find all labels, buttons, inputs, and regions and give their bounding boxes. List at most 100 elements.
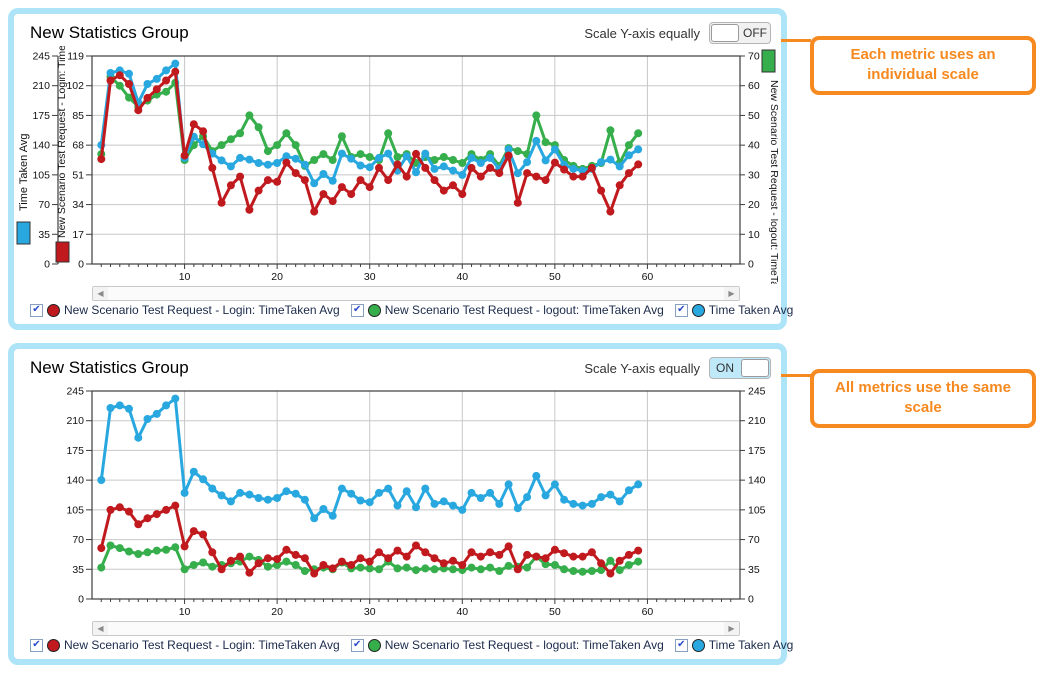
- legend: ✔ New Scenario Test Request - Login: Tim…: [14, 638, 781, 652]
- checkmark-icon: ✔: [677, 305, 685, 315]
- svg-text:50: 50: [549, 271, 561, 283]
- svg-text:New Scenario Test Request - Lo: New Scenario Test Request - Login: Time: [56, 46, 68, 238]
- stats-panel-bottom: New Statistics Group Scale Y-axis equall…: [8, 343, 787, 665]
- svg-text:50: 50: [549, 606, 561, 618]
- scroll-left-icon[interactable]: ◀: [93, 622, 108, 635]
- legend-label: New Scenario Test Request - Login: TimeT…: [64, 303, 340, 317]
- svg-text:210: 210: [748, 415, 766, 427]
- panel-header: New Statistics Group Scale Y-axis equall…: [14, 349, 781, 379]
- svg-text:70: 70: [38, 199, 50, 211]
- svg-text:140: 140: [32, 140, 50, 152]
- toggle-knob: [711, 24, 739, 42]
- svg-text:70: 70: [748, 534, 760, 546]
- toggle-knob: [741, 359, 769, 377]
- svg-text:70: 70: [72, 534, 84, 546]
- legend-item-login: ✔ New Scenario Test Request - Login: Tim…: [30, 638, 340, 652]
- svg-text:60: 60: [642, 606, 654, 618]
- svg-text:68: 68: [72, 140, 84, 152]
- page-title: New Statistics Group: [30, 23, 189, 43]
- svg-text:34: 34: [72, 199, 84, 211]
- svg-text:140: 140: [748, 475, 766, 487]
- scale-y-axis-toggle[interactable]: OFF: [709, 22, 771, 44]
- svg-text:51: 51: [72, 169, 84, 181]
- svg-text:175: 175: [748, 445, 766, 457]
- svg-text:60: 60: [748, 80, 760, 92]
- svg-text:140: 140: [66, 475, 84, 487]
- series-color-dot: [368, 639, 381, 652]
- svg-text:10: 10: [748, 229, 760, 241]
- scale-toggle-label: Scale Y-axis equally: [584, 361, 700, 376]
- callout-connector: [781, 39, 811, 42]
- svg-text:30: 30: [748, 169, 760, 181]
- checkmark-icon: ✔: [32, 305, 40, 315]
- scroll-right-icon[interactable]: ▶: [724, 287, 739, 300]
- legend-checkbox[interactable]: ✔: [30, 639, 43, 652]
- svg-text:10: 10: [179, 271, 191, 283]
- legend-item-timetaken: ✔ Time Taken Avg: [675, 303, 794, 317]
- legend-checkbox[interactable]: ✔: [351, 639, 364, 652]
- svg-text:40: 40: [456, 271, 468, 283]
- svg-text:20: 20: [748, 199, 760, 211]
- svg-text:85: 85: [72, 110, 84, 122]
- svg-text:210: 210: [66, 415, 84, 427]
- legend-item-logout: ✔ New Scenario Test Request - logout: Ti…: [351, 638, 664, 652]
- svg-text:0: 0: [748, 594, 754, 606]
- series-color-dot: [692, 304, 705, 317]
- h-scrollbar[interactable]: ◀ ▶: [92, 286, 740, 301]
- legend-label: New Scenario Test Request - logout: Time…: [385, 638, 664, 652]
- checkmark-icon: ✔: [353, 305, 361, 315]
- svg-text:30: 30: [364, 606, 376, 618]
- svg-text:60: 60: [642, 271, 654, 283]
- svg-text:245: 245: [32, 51, 50, 63]
- svg-text:0: 0: [44, 259, 50, 271]
- legend-item-timetaken: ✔ Time Taken Avg: [675, 638, 794, 652]
- chart-canvas-top[interactable]: 10 20 30 40 50 60 245 210 175 140 105 70 35 0 119 102 85…: [14, 46, 778, 284]
- checkmark-icon: ✔: [32, 640, 40, 650]
- svg-text:175: 175: [32, 110, 50, 122]
- svg-text:0: 0: [748, 259, 754, 271]
- stats-panel-top: New Statistics Group Scale Y-axis equall…: [8, 8, 787, 330]
- callout-connector: [781, 374, 811, 377]
- chart-canvas-bottom[interactable]: 1020304050602452101751401057035024521017…: [14, 381, 778, 619]
- scale-toggle-label: Scale Y-axis equally: [584, 26, 700, 41]
- svg-text:119: 119: [67, 51, 84, 63]
- panel-header: New Statistics Group Scale Y-axis equall…: [14, 14, 781, 44]
- series-color-dot: [368, 304, 381, 317]
- h-scrollbar[interactable]: ◀ ▶: [92, 621, 740, 636]
- svg-text:35: 35: [72, 564, 84, 576]
- svg-text:105: 105: [32, 169, 50, 181]
- legend-checkbox[interactable]: ✔: [351, 304, 364, 317]
- svg-text:0: 0: [78, 594, 84, 606]
- svg-text:35: 35: [38, 229, 50, 241]
- legend-checkbox[interactable]: ✔: [675, 639, 688, 652]
- svg-text:40: 40: [748, 140, 760, 152]
- svg-text:20: 20: [271, 606, 283, 618]
- scroll-left-icon[interactable]: ◀: [93, 287, 108, 300]
- legend-label: Time Taken Avg: [709, 638, 794, 652]
- series-color-dot: [692, 639, 705, 652]
- page-title: New Statistics Group: [30, 358, 189, 378]
- svg-text:10: 10: [179, 606, 191, 618]
- callout-individual-scale: Each metric uses an individual scale: [810, 36, 1036, 95]
- scale-y-axis-toggle[interactable]: ON: [709, 357, 771, 379]
- legend-checkbox[interactable]: ✔: [675, 304, 688, 317]
- legend: ✔ New Scenario Test Request - Login: Tim…: [14, 303, 781, 317]
- series-color-dot: [47, 639, 60, 652]
- svg-text:20: 20: [271, 271, 283, 283]
- svg-text:50: 50: [748, 110, 760, 122]
- svg-text:102: 102: [66, 80, 84, 92]
- svg-text:245: 245: [66, 386, 84, 398]
- legend-item-login: ✔ New Scenario Test Request - Login: Tim…: [30, 303, 340, 317]
- svg-text:210: 210: [32, 80, 50, 92]
- svg-text:70: 70: [748, 51, 760, 63]
- svg-text:105: 105: [748, 504, 766, 516]
- svg-text:245: 245: [748, 386, 766, 398]
- scroll-right-icon[interactable]: ▶: [724, 622, 739, 635]
- legend-checkbox[interactable]: ✔: [30, 304, 43, 317]
- svg-text:175: 175: [66, 445, 84, 457]
- series-color-dot: [47, 304, 60, 317]
- svg-text:Time Taken Avg: Time Taken Avg: [18, 134, 30, 211]
- legend-item-logout: ✔ New Scenario Test Request - logout: Ti…: [351, 303, 664, 317]
- legend-label: Time Taken Avg: [709, 303, 794, 317]
- legend-label: New Scenario Test Request - Login: TimeT…: [64, 638, 340, 652]
